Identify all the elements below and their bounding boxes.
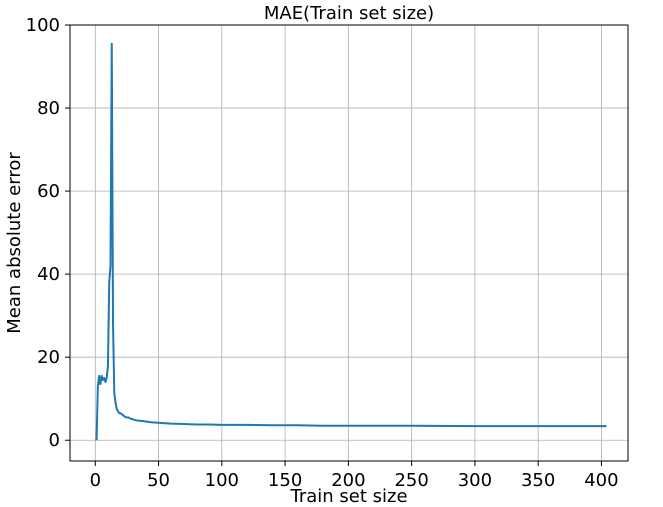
x-tick-label: 250 [394, 470, 428, 491]
y-tick-label: 100 [26, 15, 60, 36]
x-tick-label: 200 [331, 470, 365, 491]
y-tick-label: 20 [37, 347, 60, 368]
plot-frame [69, 24, 629, 462]
y-tick-label: 40 [37, 264, 60, 285]
y-tick-label: 0 [49, 430, 60, 451]
x-tick-label: 300 [458, 470, 492, 491]
x-tick-label: 0 [90, 470, 101, 491]
y-tick-label: 80 [37, 98, 60, 119]
series-line [95, 42, 607, 441]
x-tick-label: 400 [584, 470, 618, 491]
grid [70, 24, 628, 461]
x-tick-label: 350 [521, 470, 555, 491]
y-tick-label: 60 [37, 181, 60, 202]
chart-title: MAE(Train set size) [264, 3, 434, 24]
y-axis-title: Mean absolute error [4, 152, 25, 334]
x-tick-label: 150 [268, 470, 302, 491]
x-tick-label: 50 [147, 470, 170, 491]
x-axis-title: Train set size [289, 486, 407, 507]
series-layer [95, 42, 607, 441]
x-tick-label: 100 [205, 470, 239, 491]
ticks: 0 50 100 150 200 250 300 350 400 0 20 40 60 80 100 [26, 15, 619, 491]
